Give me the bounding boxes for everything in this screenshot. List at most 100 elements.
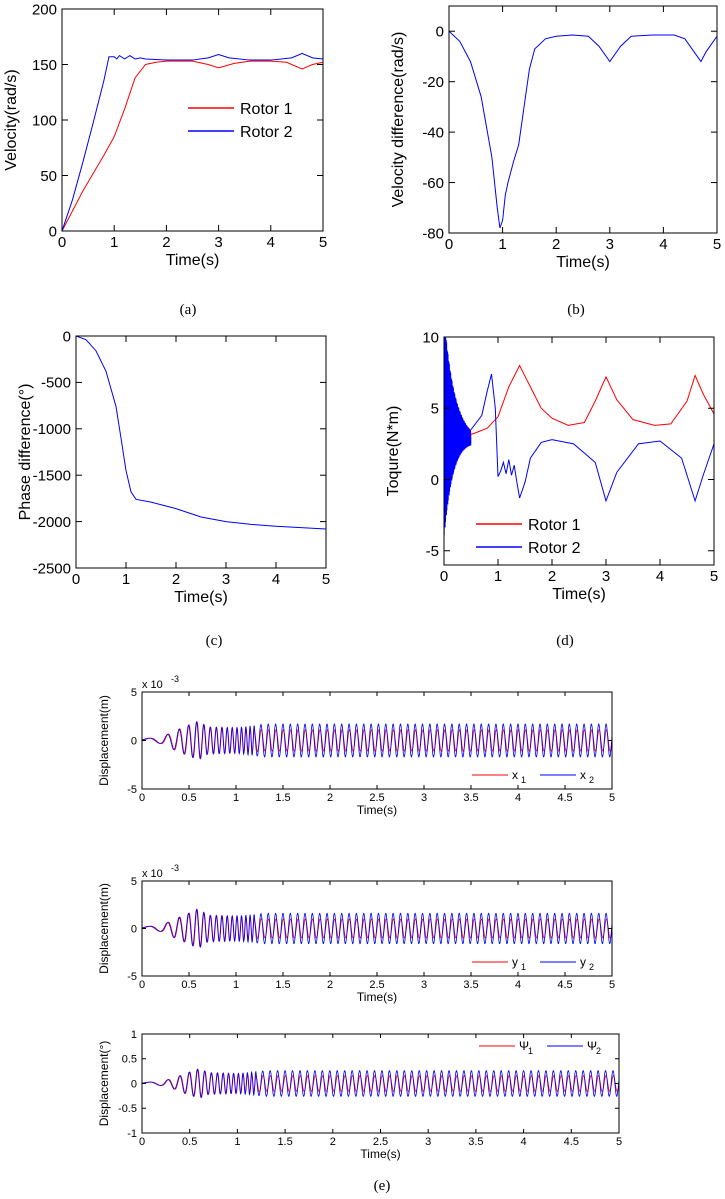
axes-box: [61, 8, 324, 232]
series-line-a-1: [62, 60, 323, 231]
y-tick-label: -5: [127, 784, 137, 796]
plot-area: [62, 52, 323, 231]
y-axis-label: Displacement(m): [97, 695, 111, 786]
x-tick-label: 1: [234, 1136, 240, 1148]
x-tick-label: 3: [606, 236, 614, 253]
x-axis-label: Time(s): [166, 252, 220, 269]
y-exponent-label: x 10: [142, 868, 163, 880]
y-tick-label: 0: [131, 1078, 137, 1090]
y-tick-label: -5: [127, 971, 137, 983]
charts-layer: 0 1 2 3 4 5050100150200Time(s)Velocity(rad/s)…: [3, 1, 721, 1161]
y-axis-label: Velocity difference(rad/s): [390, 32, 407, 208]
y-tick-label: -80: [422, 225, 444, 242]
y-tick-label: 50: [40, 168, 57, 185]
chart-b: 0 1 2 3 4 5 -80 -60 -40 -20 0 Time(s) Velocity diffe…: [390, 5, 721, 271]
plot-area: [449, 30, 717, 229]
x-tick-label: 1: [233, 792, 239, 804]
x-tick-label: 4.5: [564, 1136, 579, 1148]
caption-d: (d): [556, 633, 574, 649]
axes-box: [75, 335, 327, 569]
x-tick-label: 0.5: [181, 792, 196, 804]
legend-label: y: [580, 955, 586, 969]
x-tick-label: 1.5: [277, 1136, 292, 1148]
x-axis-label: Time(s): [357, 803, 397, 817]
legend-label-subscript: 2: [596, 1046, 601, 1056]
x-tick-label: 3: [421, 792, 427, 804]
x-tick-label: 4: [272, 571, 280, 588]
x-tick-label: 2: [552, 236, 560, 253]
chart-c: 0 1 2 3 4 5 -2500 -2000 -1500 -1000 -500 0 Time(s) Ph…: [17, 328, 330, 606]
x-tick-label: 3: [421, 979, 427, 991]
legend-label: y: [512, 955, 518, 969]
x-tick-label: 2.5: [373, 1136, 388, 1148]
x-tick-label: 5: [616, 1136, 622, 1148]
legend-label: Ψ: [519, 1039, 529, 1053]
y-tick-label: -40: [422, 124, 444, 141]
y-tick-label: 5: [431, 401, 439, 418]
y-tick-label: 5: [131, 876, 137, 888]
y-axis-label: Phase difference(°): [17, 384, 34, 521]
y-tick-label: -1: [127, 1128, 137, 1140]
caption-e: (e): [374, 1178, 391, 1194]
x-tick-label: 0: [445, 236, 453, 253]
x-axis-label: Time(s): [556, 254, 610, 271]
y-tick-label: 0: [131, 735, 137, 747]
y-tick-label: -1500: [33, 467, 71, 484]
y-tick-label: 1: [131, 1029, 137, 1041]
legend: Ψ1 Ψ2: [479, 1039, 601, 1056]
x-tick-label: 3.5: [463, 979, 478, 991]
y-axis-label: Velocity(rad/s): [3, 69, 20, 170]
x-tick-label: 4: [267, 234, 275, 251]
x-tick-label: 5: [609, 979, 615, 991]
x-tick-label: 2: [327, 792, 333, 804]
x-tick-label: 0: [139, 792, 145, 804]
x-tick-label: 1.5: [275, 979, 290, 991]
x-tick-label: 2.5: [369, 792, 384, 804]
x-tick-label: 3: [222, 571, 230, 588]
x-tick-label: 3.5: [468, 1136, 483, 1148]
x-tick-label: 0: [139, 1136, 145, 1148]
chart-a: 0 1 2 3 4 5050100150200Time(s)Velocity(rad/s)…: [3, 1, 327, 269]
series-line-d-2: [470, 373, 714, 503]
x-tick-label: 5: [319, 234, 327, 251]
y-tick-label: 10: [422, 329, 439, 346]
x-tick-label: 2: [172, 571, 180, 588]
legend-label-subscript: 2: [589, 775, 594, 785]
legend-label: x: [512, 768, 518, 782]
chart-e3: 0 0.5 1 1.5 2 2.5 3 3.5 4 4.5 5 -1 -0.5 0 0.5 1 Time(s) D…: [97, 1029, 622, 1161]
x-tick-label: 1: [122, 571, 130, 588]
y-axis-label: Toqure(N*m): [385, 406, 402, 497]
y-tick-label: 0: [49, 223, 57, 240]
caption-a: (a): [180, 302, 197, 318]
x-tick-label: 1: [498, 236, 506, 253]
x-tick-label: 3: [602, 568, 610, 585]
y-tick-label: 0: [431, 472, 439, 489]
x-axis-label: Time(s): [360, 1147, 400, 1161]
x-tick-label: 5: [609, 792, 615, 804]
x-tick-label: 3: [425, 1136, 431, 1148]
legend-label: Rotor 1: [528, 517, 581, 534]
series-line-a-2: [62, 52, 323, 231]
legend-label: Rotor 2: [240, 124, 293, 141]
x-tick-label: 2.5: [369, 979, 384, 991]
x-tick-label: 2: [327, 979, 333, 991]
y-tick-label: -5: [426, 543, 439, 560]
y-tick-label: 100: [32, 112, 57, 129]
y-tick-label: 0: [63, 328, 71, 345]
y-axis-label: Displacement(m): [97, 883, 111, 974]
axes-box: [443, 336, 715, 566]
series-line-b-1: [449, 30, 717, 229]
y-tick-label: 0.5: [122, 1054, 137, 1066]
x-tick-label: 1: [494, 568, 502, 585]
y-exponent-power: -3: [171, 863, 179, 873]
y-tick-label: -2000: [33, 514, 71, 531]
x-tick-label: 3: [214, 234, 222, 251]
y-tick-label: -500: [41, 375, 71, 392]
axes-box: [448, 5, 718, 234]
plot-area: [142, 908, 612, 949]
legend-label-subscript: 2: [589, 962, 594, 972]
x-tick-label: 0: [58, 234, 66, 251]
